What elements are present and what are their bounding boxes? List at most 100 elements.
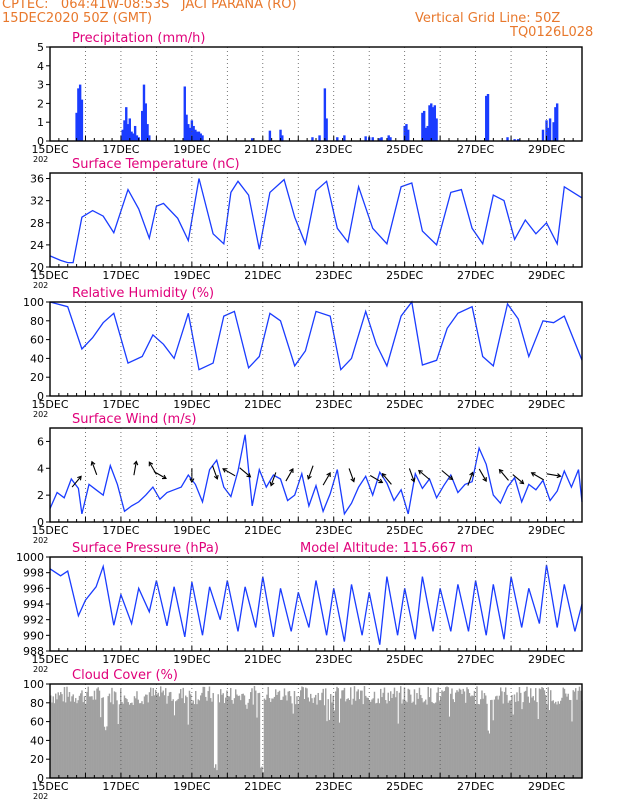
x-tick-label: 15DEC <box>31 269 68 282</box>
cloud-bar <box>300 690 302 778</box>
y-tick-label: 28 <box>30 217 44 230</box>
cloud-bar <box>465 702 467 778</box>
cloud-bar <box>362 704 364 778</box>
wind-arrow-head <box>469 471 474 477</box>
cloud-bar <box>428 697 431 778</box>
cloud-bar <box>477 703 479 778</box>
cloud-bar <box>252 704 254 778</box>
cloud-bar <box>567 693 569 778</box>
year-stub: 202 <box>33 281 48 290</box>
cloud-bar <box>421 698 423 778</box>
x-tick-label: 27DEC <box>457 269 494 282</box>
x-tick-label: 19DEC <box>173 524 210 537</box>
cloud-bar <box>110 702 112 778</box>
precip-bar <box>126 124 130 141</box>
cloud-bar <box>456 690 458 778</box>
cloud-bar <box>415 704 417 778</box>
cloud-bar <box>125 697 127 778</box>
wind-arrow-head <box>498 468 504 474</box>
cloud-bar <box>316 704 318 778</box>
cloud-bar <box>106 726 108 778</box>
cloud-bar <box>367 697 369 778</box>
cloud-bar <box>257 693 259 778</box>
cloud-bar <box>241 693 243 778</box>
y-tick-label: 2 <box>37 489 44 502</box>
cloud-bar <box>170 691 172 778</box>
x-tick-label: 23DEC <box>315 653 352 666</box>
cloud-bar <box>111 687 113 778</box>
cloud-bar <box>366 697 368 778</box>
cloud-bar <box>238 695 241 778</box>
cloud-bar <box>273 696 276 778</box>
y-tick-label: 994 <box>23 598 44 611</box>
cloud-bar <box>327 699 329 778</box>
cloud-bar <box>408 689 411 778</box>
cloud-bar <box>70 701 72 778</box>
precip-bar <box>428 105 431 141</box>
cloud-bar <box>431 701 433 778</box>
cloud-bar <box>562 687 564 778</box>
cloud-bar <box>483 693 486 778</box>
cloud-bar <box>205 696 207 778</box>
cloud-bar <box>422 702 424 778</box>
y-tick-label: 40 <box>30 734 44 747</box>
cloud-bar <box>282 696 284 778</box>
cloud-bar <box>391 698 393 778</box>
cloud-bar <box>147 702 149 778</box>
cloud-bar <box>320 700 322 778</box>
x-tick-label: 25DEC <box>386 398 423 411</box>
cloud-bar <box>402 699 404 778</box>
cloud-bar <box>133 696 136 778</box>
wind-arrow-head <box>350 477 356 483</box>
cloud-bar <box>200 695 202 778</box>
y-tick-label: 20 <box>30 371 44 384</box>
cloud-bar <box>277 692 279 778</box>
cloud-bar <box>510 700 512 778</box>
y-tick-label: 0 <box>37 135 44 148</box>
x-tick-label: 21DEC <box>244 653 281 666</box>
cloud-bar <box>97 687 99 778</box>
cloud-bar <box>443 690 446 778</box>
cloud-bar <box>220 689 222 778</box>
cloud-bar <box>356 691 358 778</box>
precip-bar <box>405 124 408 141</box>
cloud-bar <box>135 698 137 778</box>
wind-arrow <box>270 472 277 486</box>
cloud-bar <box>82 702 84 778</box>
cloud-bar <box>276 694 278 778</box>
cloud-bar <box>256 717 258 778</box>
precip-bar <box>513 139 516 141</box>
x-tick-label: 15DEC <box>31 653 68 666</box>
cloud-bar <box>556 704 558 778</box>
cloud-bar <box>435 702 437 778</box>
precip-bar <box>506 137 509 141</box>
x-tick-label: 27DEC <box>457 398 494 411</box>
cloud-bar <box>323 705 326 778</box>
cloud-bar <box>341 690 343 778</box>
precip-bar <box>343 135 346 141</box>
cloud-bar <box>395 697 397 778</box>
x-tick-label: 17DEC <box>102 143 139 156</box>
cloud-bar <box>371 699 373 778</box>
cloud-bar <box>522 702 524 778</box>
x-tick-label: 29DEC <box>528 524 565 537</box>
x-tick-label: 15DEC <box>31 398 68 411</box>
precip-bar <box>77 88 80 141</box>
precip-bar <box>364 136 367 141</box>
precip-bar <box>201 135 204 141</box>
precip-bar <box>194 129 197 141</box>
cloud-bar <box>207 691 209 778</box>
x-tick-label: 23DEC <box>315 143 352 156</box>
precip-bar <box>144 103 147 141</box>
wind-arrow <box>285 468 294 482</box>
cloud-bar <box>563 688 566 778</box>
cloud-bar <box>131 702 133 778</box>
precip-bar <box>80 99 84 141</box>
cloud-bar <box>248 698 251 778</box>
cloud-bar <box>251 688 253 778</box>
cloud-bar <box>263 698 266 778</box>
precip-bar <box>378 138 382 141</box>
cloud-bar <box>496 695 498 778</box>
cloud-bar <box>201 692 203 778</box>
cloud-bar <box>501 691 503 778</box>
